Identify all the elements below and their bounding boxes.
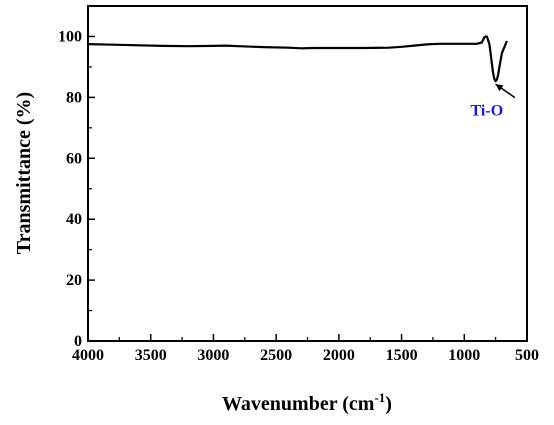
x-tick-label: 2500 [260, 347, 292, 364]
plot-frame [87, 5, 528, 342]
annotation-label: Ti-O [471, 103, 504, 120]
x-tick-label: 500 [515, 347, 539, 364]
x-tick-label: 1500 [386, 347, 418, 364]
x-tick-label: 2000 [323, 347, 355, 364]
y-tick-label: 40 [66, 211, 82, 228]
x-axis-title: Wavenumber (cm-1) [222, 390, 392, 415]
x-axis-title-superscript: -1 [374, 390, 385, 405]
x-axis-title-main: Wavenumber (cm [222, 393, 375, 415]
x-axis-title-close: ) [385, 393, 392, 415]
annotations-group: Ti-O [471, 83, 516, 120]
y-tick-label: 0 [74, 333, 82, 350]
x-tick-label: 3500 [135, 347, 167, 364]
series-group [87, 35, 508, 83]
x-axis-ticks: 4000 3500 3000 2500 2000 1500 1000 500 [72, 334, 539, 364]
annotation-arrow-head [495, 84, 504, 92]
y-tick-label: 60 [66, 150, 82, 167]
y-tick-label: 80 [66, 89, 82, 106]
x-tick-label: 1000 [448, 347, 480, 364]
series-line [87, 35, 508, 83]
y-axis-title: Transmittance (%) [13, 92, 35, 254]
y-tick-label: 20 [66, 272, 82, 289]
x-tick-label: 4000 [72, 347, 104, 364]
x-tick-label: 3000 [197, 347, 229, 364]
y-tick-label: 100 [58, 28, 82, 45]
y-axis-ticks: 0 20 40 60 80 100 [58, 28, 95, 350]
